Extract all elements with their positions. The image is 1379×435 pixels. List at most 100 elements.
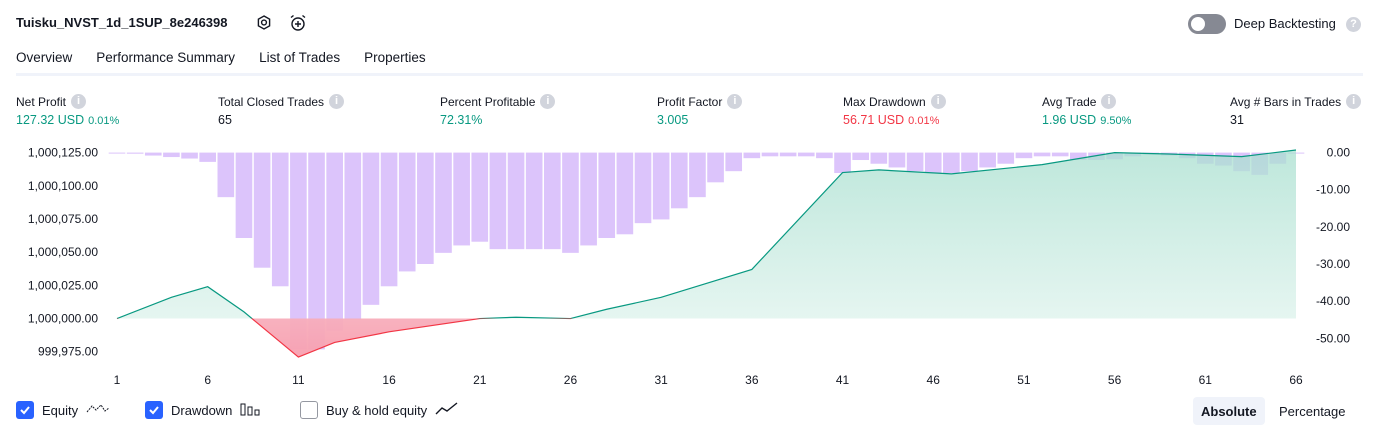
metric-percent: 0.01%	[88, 115, 120, 127]
left-axis-tick-label: 1,000,000.00	[28, 312, 98, 326]
x-axis-tick-label: 1	[114, 373, 121, 387]
drawdown-label: Drawdown	[171, 402, 233, 418]
info-icon[interactable]: i	[71, 94, 87, 109]
drawdown-bar	[580, 152, 597, 246]
metric-label: Max Drawdown	[843, 94, 926, 109]
drawdown-bar	[108, 152, 126, 154]
drawdown-bar	[344, 152, 362, 320]
drawdown-checkbox[interactable]: Drawdown	[145, 401, 260, 419]
drawdown-bar	[380, 152, 398, 287]
equity-line	[116, 149, 1297, 319]
drawdown-bar	[906, 152, 924, 172]
metric-net-profit: Net Profit i 127.32 USD 0.01%	[16, 94, 119, 127]
drawdown-bar	[725, 152, 743, 172]
info-icon[interactable]: i	[1346, 94, 1362, 109]
x-axis-tick-label: 36	[745, 373, 759, 387]
x-axis-tick-label: 61	[1199, 373, 1213, 387]
x-axis-tick-label: 26	[564, 373, 578, 387]
equity-drawdown-chart[interactable]: 1,000,125.00 1,000,100.00 1,000,075.00 1,00…	[0, 140, 1379, 395]
tab-performance-summary[interactable]: Performance Summary	[96, 50, 236, 65]
metric-max-drawdown: Max Drawdown i 56.71 USD 0.01%	[843, 94, 946, 127]
drawdown-bar	[870, 152, 888, 164]
settings-gear-icon[interactable]	[254, 13, 274, 33]
equity-loss-line	[117, 318, 573, 358]
info-icon[interactable]: ?	[1346, 17, 1361, 32]
strategy-title: Tuisku_NVST_1d_1SUP_8e246398	[16, 15, 228, 30]
drawdown-bar	[163, 152, 180, 158]
tab-properties[interactable]: Properties	[364, 50, 426, 65]
equity-area	[117, 150, 1296, 319]
metric-avg-trade: Avg Trade i 1.96 USD 9.50%	[1042, 94, 1131, 127]
x-axis-tick-label: 51	[1017, 373, 1031, 387]
drawdown-bar	[779, 152, 797, 157]
metric-percent: 0.01%	[908, 115, 940, 127]
metric-avg-bars-in-trades: Avg # Bars in Trades i 31	[1230, 94, 1362, 127]
tab-list-of-trades[interactable]: List of Trades	[259, 50, 341, 65]
drawdown-bar	[525, 152, 543, 250]
left-axis-tick-label: 1,000,050.00	[28, 245, 98, 259]
drawdown-bar	[235, 152, 253, 239]
metric-percent: 9.50%	[1100, 115, 1132, 127]
drawdown-bar	[997, 152, 1015, 164]
metric-label: Net Profit	[16, 94, 67, 109]
drawdown-bar	[1033, 152, 1051, 157]
drawdown-bar	[943, 152, 960, 174]
right-axis-tick-label: -40.00	[1316, 294, 1350, 308]
percentage-toggle-button[interactable]: Percentage	[1279, 403, 1346, 419]
drawdown-bar	[398, 152, 416, 272]
drawdown-bar	[852, 152, 869, 161]
drawdown-bar	[453, 152, 470, 246]
equity-line-icon	[86, 402, 110, 419]
metric-value: 56.71 USD	[843, 113, 905, 127]
drawdown-bar	[1051, 152, 1069, 157]
drawdown-bar	[797, 152, 815, 157]
info-icon[interactable]: i	[930, 94, 946, 109]
drawdown-bar	[199, 152, 217, 162]
metric-label: Avg # Bars in Trades	[1230, 94, 1342, 109]
checkbox-checked-icon	[145, 401, 163, 419]
drawdown-bar	[834, 152, 851, 174]
equity-label: Equity	[42, 402, 79, 418]
metric-value: 31	[1230, 113, 1244, 127]
info-icon[interactable]: i	[329, 94, 345, 109]
drawdown-bar	[816, 152, 833, 159]
toggle-knob	[1191, 17, 1205, 31]
x-axis-tick-label: 11	[292, 373, 305, 387]
drawdown-bar	[144, 152, 162, 156]
right-axis-tick-label: 0.00	[1327, 146, 1351, 160]
right-axis-tick-label: -20.00	[1316, 220, 1350, 234]
drawdown-bar	[290, 152, 307, 350]
right-axis-tick-label: -10.00	[1316, 183, 1350, 197]
drawdown-bar	[362, 152, 380, 305]
tab-overview[interactable]: Overview	[16, 46, 73, 76]
drawdown-bar	[308, 152, 325, 350]
deep-backtesting-toggle[interactable]	[1188, 14, 1226, 34]
x-axis-tick-label: 16	[382, 373, 396, 387]
drawdown-bar	[888, 152, 906, 168]
tab-divider	[16, 73, 1363, 76]
info-icon[interactable]: i	[727, 94, 743, 109]
x-axis-tick-label: 56	[1108, 373, 1122, 387]
metric-value: 72.31%	[440, 113, 483, 127]
x-axis-tick-label: 66	[1289, 373, 1303, 387]
drawdown-bar	[1015, 152, 1033, 159]
alarm-clock-add-icon[interactable]	[288, 13, 308, 33]
info-icon[interactable]: i	[540, 94, 556, 109]
equity-checkbox[interactable]: Equity	[16, 401, 110, 419]
info-icon[interactable]: i	[1101, 94, 1117, 109]
buy-hold-label: Buy & hold equity	[326, 402, 428, 418]
absolute-toggle-button[interactable]: Absolute	[1193, 397, 1265, 425]
metric-percent-profitable: Percent Profitable i 72.31%	[440, 94, 556, 127]
metric-total-closed-trades: Total Closed Trades i 65	[218, 94, 345, 127]
deep-backtesting-label: Deep Backtesting	[1234, 16, 1336, 31]
drawdown-bar	[743, 152, 761, 159]
metric-value: 127.32 USD	[16, 113, 85, 127]
buy-hold-equity-checkbox[interactable]: Buy & hold equity	[300, 401, 459, 419]
drawdown-bar	[417, 152, 434, 264]
drawdown-bar	[707, 152, 724, 183]
metric-label: Profit Factor	[657, 94, 723, 109]
drawdown-bar	[689, 152, 706, 198]
drawdown-bars-icon	[240, 402, 260, 419]
x-axis-tick-label: 41	[836, 373, 850, 387]
drawdown-bar	[562, 152, 579, 253]
